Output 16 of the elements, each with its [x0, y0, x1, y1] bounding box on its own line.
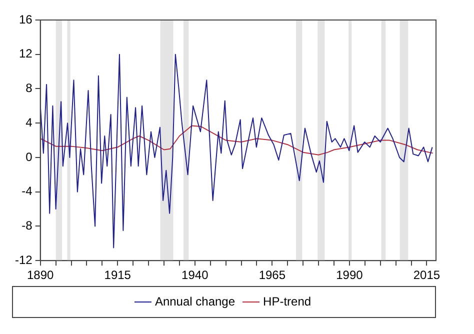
y-tick-label: 8 [26, 81, 33, 96]
y-tick-label: 4 [26, 115, 33, 130]
y-tick-label: -8 [22, 218, 33, 233]
x-tick-label: 1940 [182, 268, 209, 282]
x-tick-label: 1990 [336, 268, 364, 282]
x-tick-label: 1965 [258, 268, 286, 282]
x-tick-label: 1915 [104, 268, 132, 282]
legend-label: HP-trend [263, 294, 312, 308]
y-tick-label: -12 [15, 252, 33, 267]
legend-label: Annual change [154, 294, 236, 308]
x-tick-label: 2015 [413, 268, 440, 282]
y-tick-label: 12 [18, 46, 33, 61]
y-tick-label: -4 [22, 184, 33, 198]
y-tick-label: 16 [18, 12, 33, 26]
y-tick-label: 0 [26, 150, 33, 164]
x-tick-label: 1890 [26, 268, 54, 282]
